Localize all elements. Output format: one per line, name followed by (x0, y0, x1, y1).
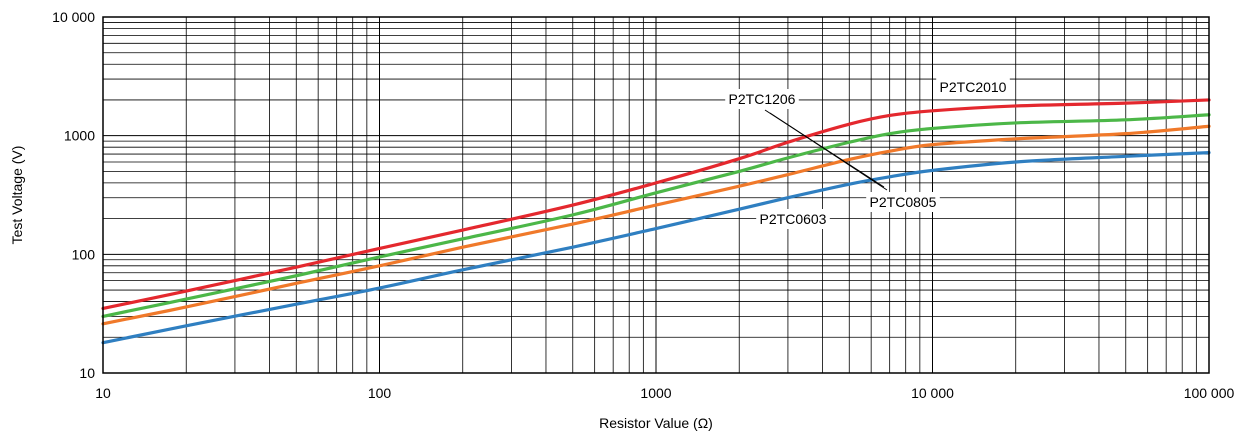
x-tick-label: 100 000 (1184, 385, 1235, 401)
x-tick-label: 100 (368, 385, 392, 401)
y-tick-label: 10 (79, 365, 95, 381)
plot-frame (102, 16, 1210, 374)
callout-leader-p2tc0805 (769, 112, 888, 191)
chart-series (101, 98, 1211, 345)
callout-bg-p2tc2010 (936, 77, 1010, 97)
chart-callouts: P2TC2010 P2TC1206 P2TC0805 P2TC0603 (725, 77, 1010, 229)
series-line-p2tc2010 (101, 98, 1211, 311)
series-line-p2tc0805 (101, 124, 1211, 326)
callout-label-p2tc0805: P2TC0805 (870, 194, 937, 210)
series-line-p2tc0603 (101, 151, 1211, 345)
callout-label-p2tc2010: P2TC2010 (940, 79, 1007, 95)
y-tick-label: 100 (72, 246, 96, 262)
y-tick-label: 10 000 (52, 9, 95, 25)
chart-grid (102, 17, 1209, 374)
callout-bg-p2tc0805 (866, 192, 940, 212)
x-axis-title: Resistor Value (Ω) (599, 415, 713, 431)
x-tick-label: 1000 (640, 385, 671, 401)
series-line-p2tc1206 (101, 113, 1211, 318)
y-axis-title: Test Voltage (V) (9, 146, 25, 245)
callout-label-p2tc0603: P2TC0603 (760, 211, 827, 227)
y-tick-label: 1000 (64, 128, 95, 144)
axis-ticks: 10 100 1000 10 000 100 000 10 100 1000 10 000 (52, 9, 1234, 401)
callout-bg-p2tc0603 (756, 209, 830, 229)
callout-label-p2tc1206: P2TC1206 (729, 91, 796, 107)
x-tick-label: 10 000 (911, 385, 954, 401)
callout-bg-p2tc1206 (725, 89, 799, 109)
x-tick-label: 10 (95, 385, 111, 401)
